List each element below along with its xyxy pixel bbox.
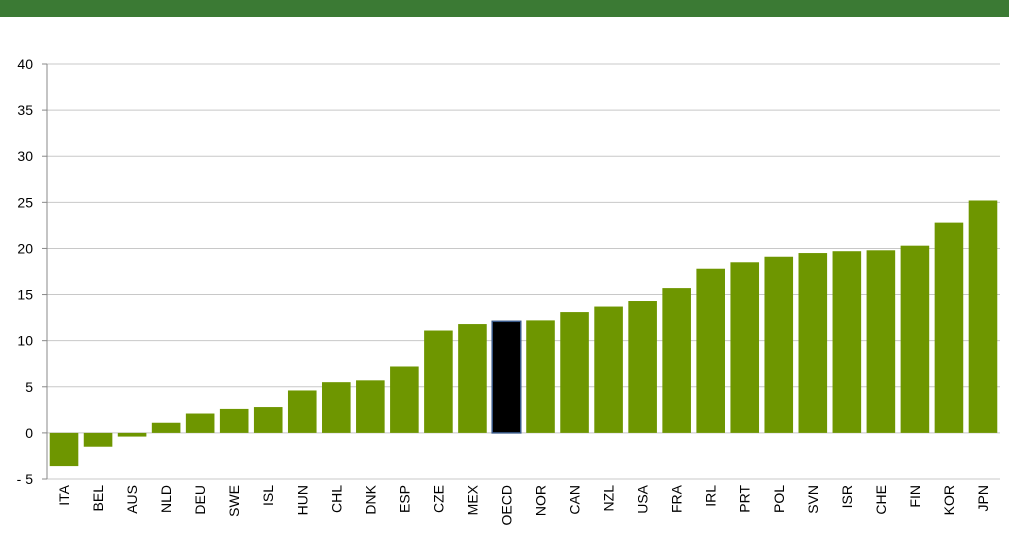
bar bbox=[287, 390, 317, 433]
x-tick-label: HUN bbox=[294, 485, 310, 515]
x-tick-label: USA bbox=[635, 484, 651, 513]
x-tick-label: CAN bbox=[567, 485, 583, 515]
y-tick-label: 20 bbox=[17, 240, 33, 256]
y-tick-label: 10 bbox=[17, 333, 33, 349]
x-tick-label: CHL bbox=[328, 485, 344, 513]
bar bbox=[322, 382, 351, 433]
bar bbox=[526, 320, 555, 433]
bar bbox=[730, 262, 760, 433]
bar bbox=[424, 330, 453, 433]
x-tick-label: MEX bbox=[464, 484, 480, 515]
bar bbox=[866, 250, 896, 433]
bar bbox=[764, 256, 794, 433]
x-tick-label: ITA bbox=[56, 484, 72, 505]
bar bbox=[900, 245, 930, 433]
x-tick-label: IRL bbox=[703, 485, 719, 507]
y-tick-label: 15 bbox=[17, 287, 33, 303]
y-tick-label: 0 bbox=[25, 425, 33, 441]
x-tick-label: CZE bbox=[430, 485, 446, 513]
x-tick-label: DNK bbox=[362, 484, 378, 514]
bar bbox=[560, 312, 589, 433]
bar bbox=[696, 268, 725, 433]
y-tick-label: 25 bbox=[17, 194, 33, 210]
x-tick-label: JPN bbox=[975, 485, 991, 511]
bar bbox=[662, 288, 691, 433]
header-bar bbox=[0, 0, 1009, 17]
x-tick-label: SWE bbox=[226, 485, 242, 517]
x-tick-label: ISR bbox=[839, 485, 855, 508]
x-tick-label: NOR bbox=[533, 485, 549, 516]
x-tick-label: ESP bbox=[396, 485, 412, 513]
y-tick-label: - 5 bbox=[17, 471, 34, 487]
bar bbox=[968, 200, 998, 433]
x-tick-label: SVN bbox=[805, 485, 821, 514]
bar bbox=[798, 253, 828, 433]
x-tick-label: NZL bbox=[601, 485, 617, 512]
x-tick-label: ISL bbox=[260, 485, 276, 506]
bar bbox=[253, 407, 283, 433]
bar bbox=[594, 306, 623, 433]
y-tick-label: 5 bbox=[25, 379, 33, 395]
bar bbox=[219, 408, 249, 433]
bar bbox=[832, 251, 862, 433]
bar bbox=[934, 222, 964, 433]
x-tick-label: BEL bbox=[90, 485, 106, 512]
bar bbox=[117, 432, 147, 437]
bar bbox=[151, 422, 181, 433]
bar bbox=[185, 413, 215, 433]
bar bbox=[49, 432, 79, 467]
x-tick-label: AUS bbox=[124, 485, 140, 514]
bar bbox=[83, 432, 113, 447]
x-tick-label: PRT bbox=[737, 485, 753, 513]
x-tick-label: CHE bbox=[873, 485, 889, 515]
bar bbox=[356, 380, 385, 433]
y-tick-label: 35 bbox=[17, 102, 33, 118]
bar bbox=[628, 301, 657, 433]
x-tick-label: NLD bbox=[158, 485, 174, 513]
x-tick-label: FRA bbox=[669, 484, 685, 513]
y-tick-label: 30 bbox=[17, 148, 33, 164]
x-tick-label: OECD bbox=[498, 485, 514, 525]
x-tick-label: KOR bbox=[941, 485, 957, 515]
x-tick-label: FIN bbox=[907, 485, 923, 508]
bar bbox=[390, 366, 419, 433]
x-tick-label: POL bbox=[771, 485, 787, 513]
bar bbox=[458, 324, 487, 433]
bar bbox=[491, 320, 522, 434]
x-tick-label: DEU bbox=[192, 485, 208, 515]
y-tick-label: 40 bbox=[17, 56, 33, 72]
